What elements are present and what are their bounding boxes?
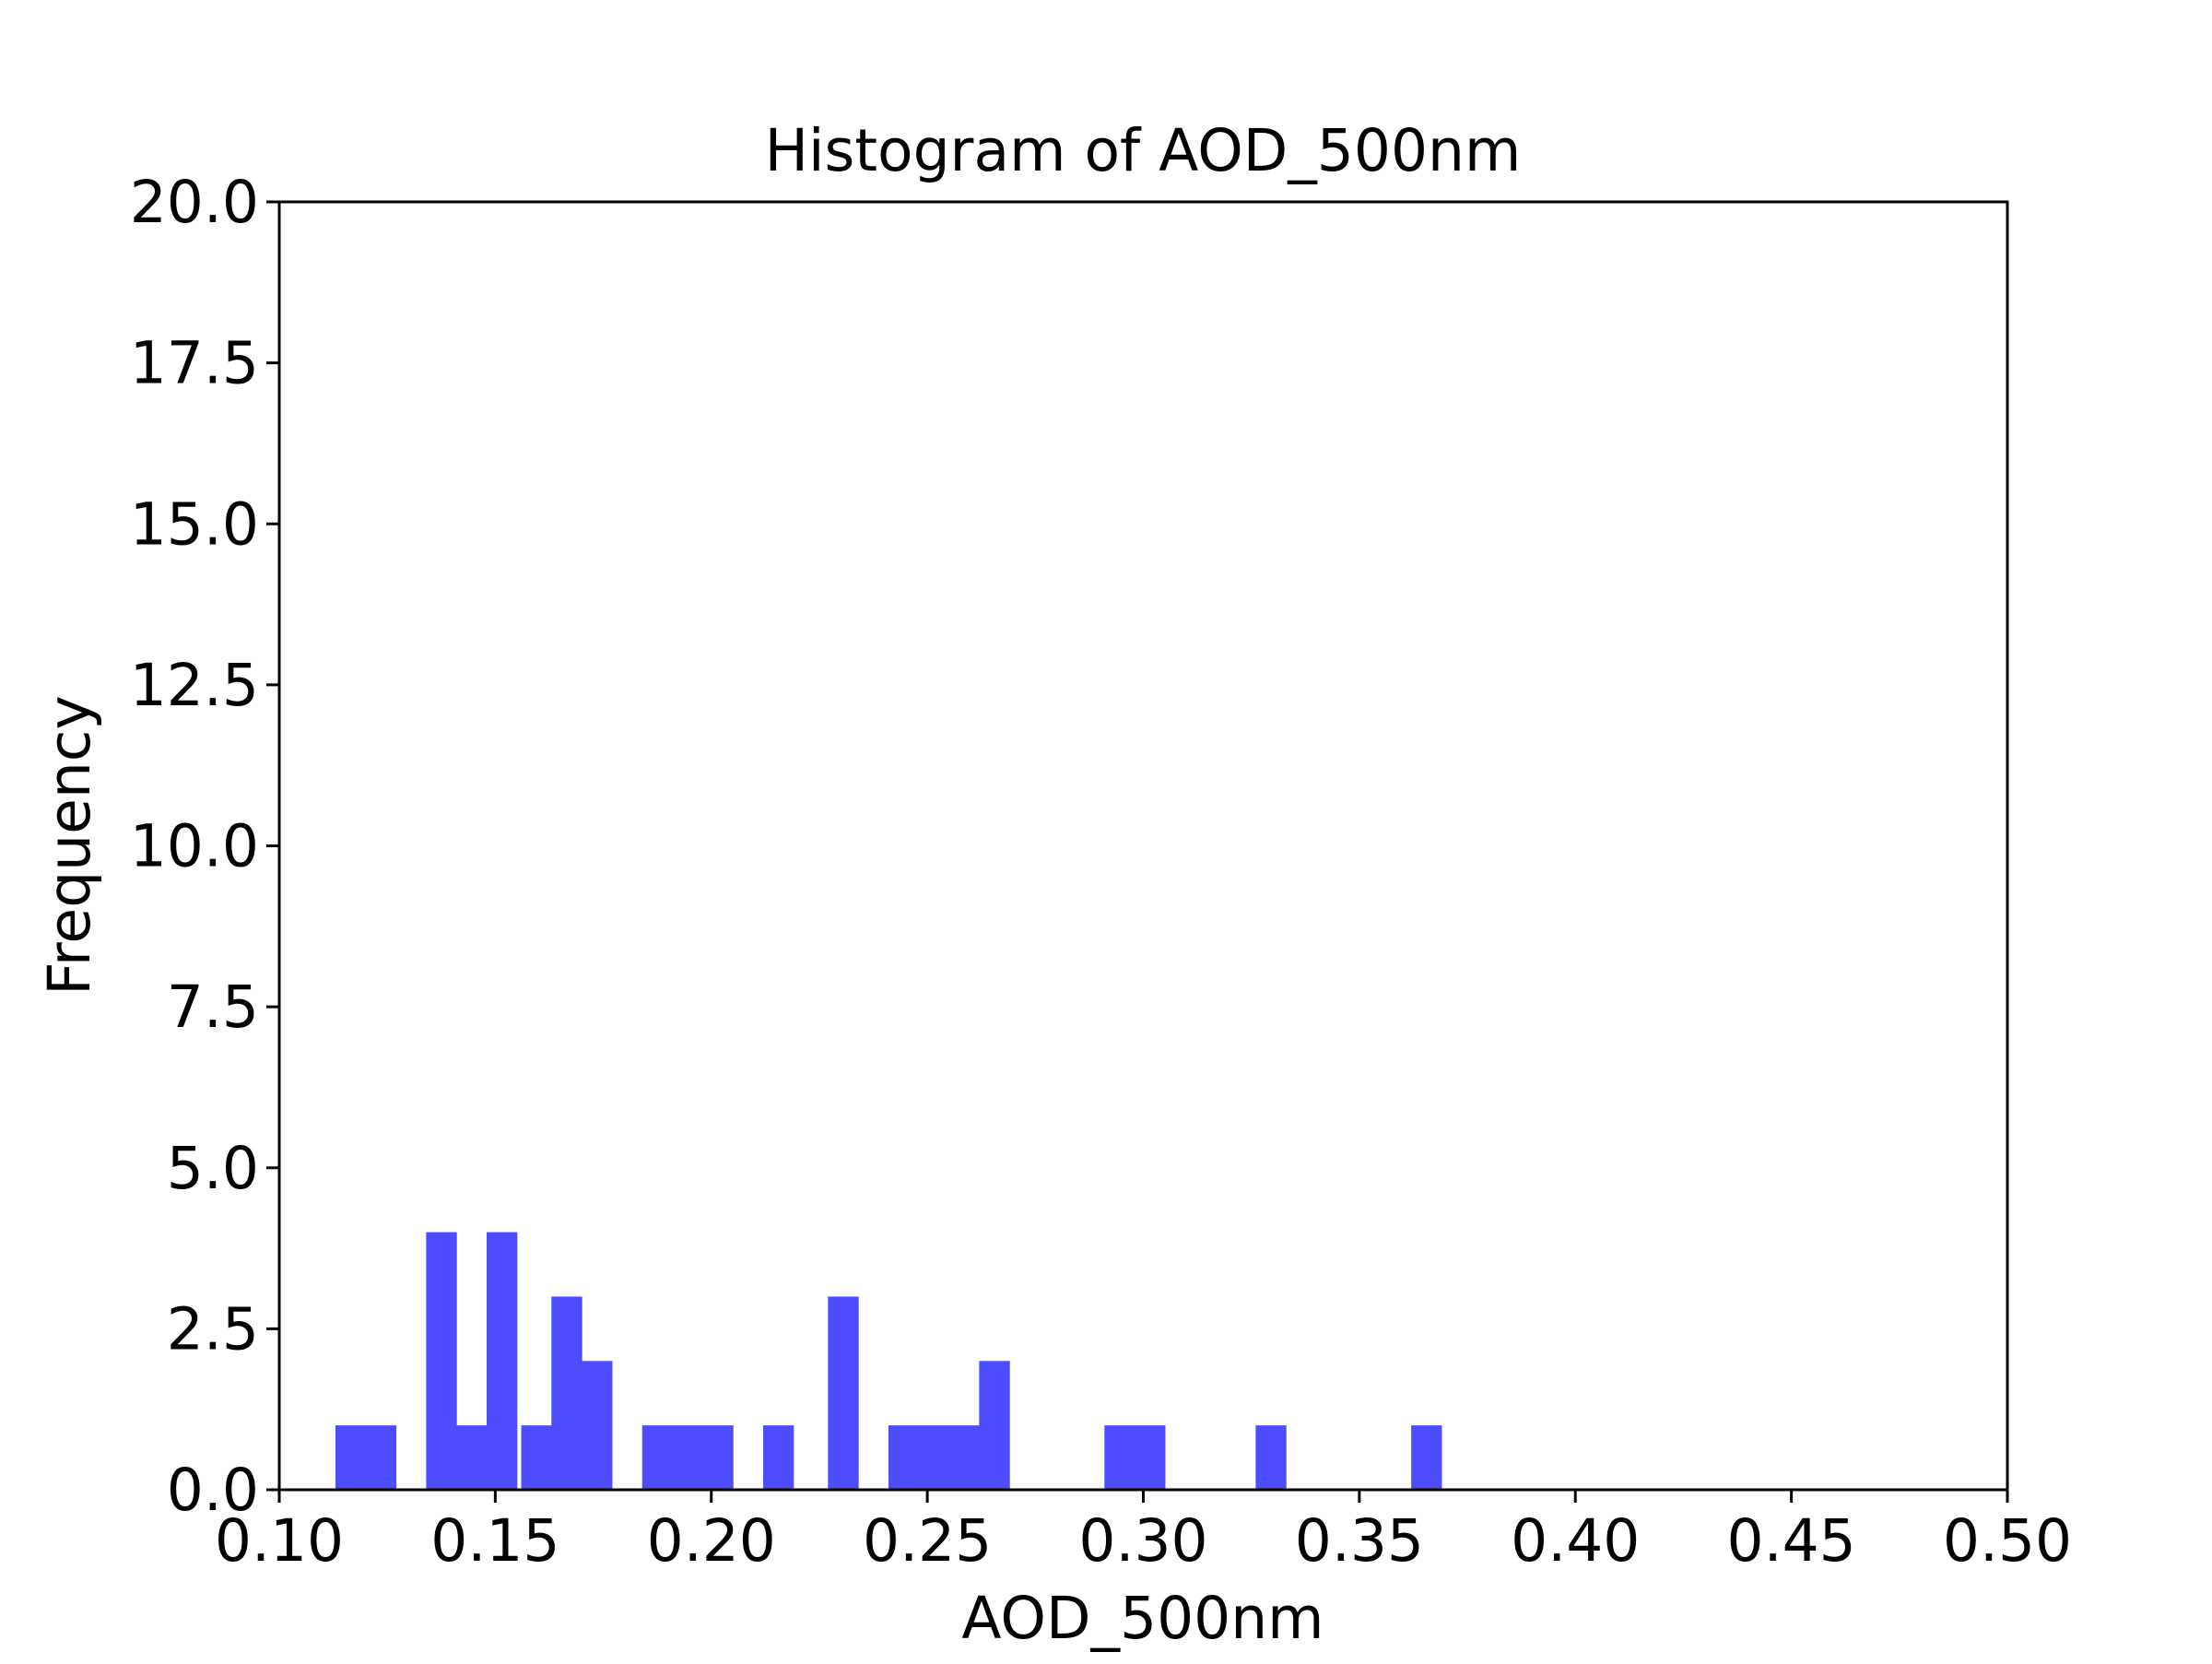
x-tick-label: 0.25 [863, 1507, 992, 1575]
y-axis-label: Frequency [36, 695, 103, 995]
y-tick-label: 5.0 [167, 1135, 259, 1202]
histogram-bar [1104, 1425, 1135, 1490]
x-tick-label: 0.35 [1295, 1507, 1424, 1575]
bars-group [335, 1232, 1442, 1490]
histogram-bar [641, 1425, 674, 1490]
x-axis-ticks: 0.10 0.15 0.20 0.25 0.30 0.35 0.40 0.45 0.50 [215, 1490, 2072, 1575]
y-tick-label: 7.5 [167, 974, 259, 1041]
axes-frame [277, 200, 2009, 1492]
histogram-bar [888, 1425, 920, 1490]
y-tick-label: 15.0 [130, 490, 259, 558]
histogram-bar [582, 1361, 613, 1490]
x-tick-label: 0.45 [1726, 1507, 1855, 1575]
y-tick-label: 12.5 [130, 652, 259, 719]
histogram-bar [335, 1425, 367, 1490]
histogram-bar [828, 1296, 859, 1490]
y-tick-label: 20.0 [130, 169, 259, 236]
y-tick-label: 17.5 [130, 330, 259, 397]
histogram-bar [672, 1425, 703, 1490]
histogram-bar [763, 1425, 794, 1490]
histogram-bar [551, 1296, 582, 1490]
histogram-bar [487, 1232, 518, 1490]
histogram-bar [1135, 1425, 1166, 1490]
histogram-bar [365, 1425, 397, 1490]
x-tick-label: 0.10 [215, 1507, 344, 1575]
histogram-bar [456, 1425, 488, 1490]
histogram-bar [979, 1361, 1010, 1490]
histogram-bar [1255, 1425, 1287, 1490]
y-tick-label: 2.5 [167, 1295, 259, 1363]
histogram-bar [426, 1232, 457, 1490]
x-tick-label: 0.20 [647, 1507, 776, 1575]
y-axis-ticks: 0.0 2.5 5.0 7.5 10.0 12.5 15.0 17.5 20.0 [130, 169, 279, 1524]
histogram-bar [948, 1425, 980, 1490]
histogram-bar [521, 1425, 552, 1490]
x-axis-label: AOD_500nm [961, 1585, 1324, 1652]
histogram-bar [702, 1425, 734, 1490]
x-tick-label: 0.50 [1943, 1507, 2072, 1575]
x-tick-label: 0.40 [1511, 1507, 1640, 1575]
x-tick-label: 0.15 [430, 1507, 559, 1575]
chart-title: Histogram of AOD_500nm [765, 117, 1522, 184]
y-tick-label: 0.0 [167, 1457, 259, 1524]
histogram-bar [918, 1425, 950, 1490]
y-tick-label: 10.0 [130, 813, 259, 880]
histogram-bar [1411, 1425, 1442, 1490]
x-tick-label: 0.30 [1078, 1507, 1207, 1575]
